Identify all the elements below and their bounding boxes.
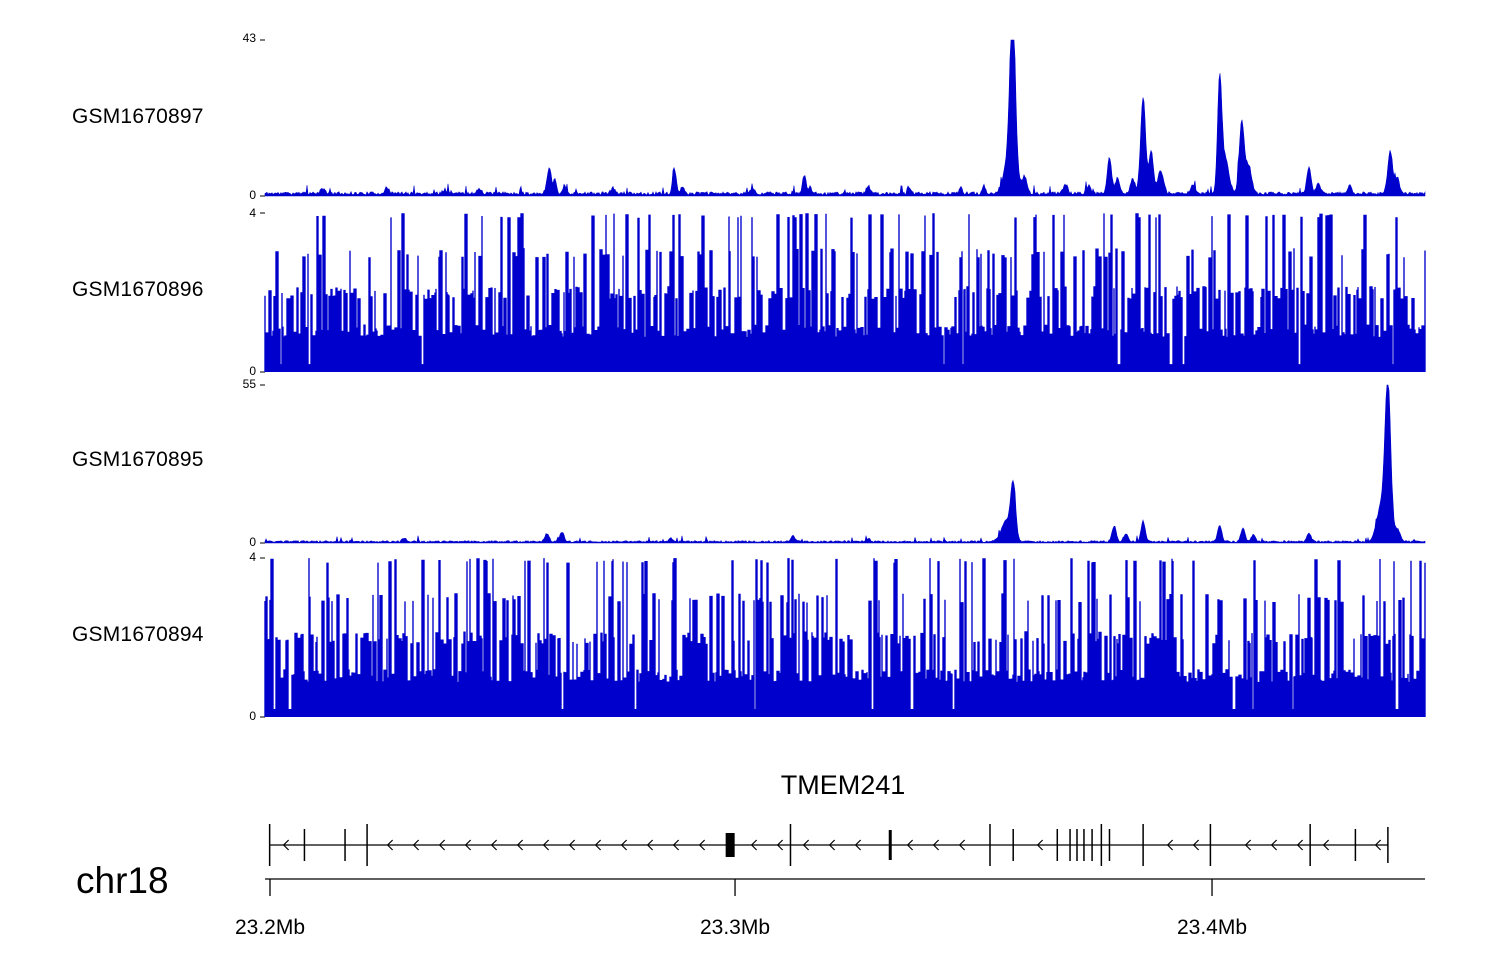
signal-area-GSM1670895 bbox=[264, 384, 1426, 544]
strand-arrow-left bbox=[672, 839, 680, 851]
ruler-tick-label-23-2mb: 23.2Mb bbox=[234, 916, 306, 939]
track-label-gsm1670894: GSM1670894 bbox=[72, 623, 204, 646]
strand-arrow-left bbox=[1374, 839, 1382, 851]
strand-arrow-left bbox=[282, 839, 290, 851]
strand-arrow-left bbox=[854, 839, 862, 851]
strand-arrow-left bbox=[802, 839, 810, 851]
ruler-tick-label-23-3mb: 23.3Mb bbox=[699, 916, 771, 939]
strand-arrow-left bbox=[750, 839, 758, 851]
track-label-gsm1670896: GSM1670896 bbox=[72, 278, 204, 301]
track-1-ymax-label: 43 bbox=[242, 31, 256, 45]
y-axis-ticks-GSM1670896 bbox=[260, 212, 265, 373]
strand-arrow-left bbox=[620, 839, 628, 851]
strand-arrow-left bbox=[776, 839, 784, 851]
strand-arrow-left bbox=[1036, 839, 1044, 851]
signal-columns-GSM1670896 bbox=[264, 213, 1426, 372]
track-1-ymin-label: 0 bbox=[249, 188, 256, 202]
signal-columns-GSM1670894 bbox=[264, 558, 1426, 717]
strand-arrow-left bbox=[646, 839, 654, 851]
track-3-ymax-label: 55 bbox=[242, 377, 256, 391]
strand-arrow-left bbox=[568, 839, 576, 851]
y-axis-ticks-GSM1670894 bbox=[260, 557, 265, 718]
strand-arrow-left bbox=[828, 839, 836, 851]
track-2-ymax-label: 4 bbox=[249, 206, 256, 220]
strand-arrow-left bbox=[1296, 839, 1304, 851]
y-axis-ticks-GSM1670895 bbox=[260, 384, 265, 544]
strand-arrow-left bbox=[1192, 839, 1200, 851]
strand-arrow-left bbox=[516, 839, 524, 851]
strand-arrow-left bbox=[698, 839, 706, 851]
signal-area-GSM1670897 bbox=[264, 39, 1426, 197]
strand-arrow-left bbox=[1270, 839, 1278, 851]
strand-arrow-left bbox=[412, 839, 420, 851]
gene-thick-exon bbox=[725, 833, 735, 857]
strand-arrow-left bbox=[386, 839, 394, 851]
track-label-gsm1670895: GSM1670895 bbox=[72, 448, 204, 471]
strand-arrow-left bbox=[594, 839, 602, 851]
track-4-ymin-label: 0 bbox=[249, 709, 256, 723]
strand-arrow-left bbox=[906, 839, 914, 851]
strand-arrow-left bbox=[464, 839, 472, 851]
y-axis-ticks-GSM1670897 bbox=[260, 39, 265, 197]
strand-arrow-left bbox=[958, 839, 966, 851]
strand-arrow-left bbox=[438, 839, 446, 851]
strand-arrow-left bbox=[1244, 839, 1252, 851]
strand-arrow-left bbox=[932, 839, 940, 851]
strand-arrow-left bbox=[542, 839, 550, 851]
ruler-tick-label-23-4mb: 23.4Mb bbox=[1176, 916, 1248, 939]
chromosome-label: chr18 bbox=[76, 860, 169, 901]
strand-arrow-left bbox=[490, 839, 498, 851]
track-label-gsm1670897: GSM1670897 bbox=[72, 105, 204, 128]
track-4-ymax-label: 4 bbox=[249, 550, 256, 564]
gene-name-label: TMEM241 bbox=[780, 770, 906, 800]
track-2-ymin-label: 0 bbox=[249, 364, 256, 378]
strand-arrow-left bbox=[1166, 839, 1174, 851]
strand-arrow-left bbox=[1322, 839, 1330, 851]
track-3-ymin-label: 0 bbox=[249, 535, 256, 549]
